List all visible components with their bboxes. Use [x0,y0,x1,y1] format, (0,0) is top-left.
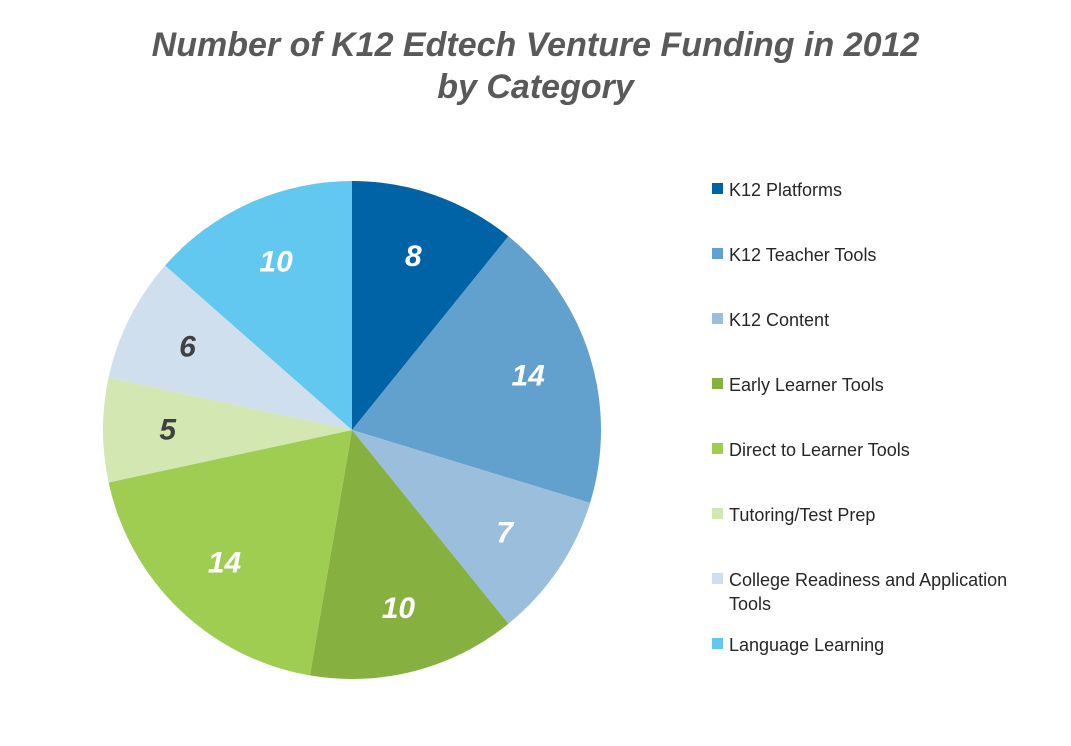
legend-swatch [712,443,723,454]
legend-item: K12 Platforms [712,178,1062,202]
legend-item: K12 Content [712,308,1062,332]
pie-slice-4 [309,430,509,679]
legend-swatch [712,313,723,324]
legend-swatch [712,248,723,259]
legend-item: Language Learning [712,633,1062,657]
pie-slice-6 [102,377,352,483]
legend-item: Early Learner Tools [712,373,1062,397]
pie-slice-8 [165,181,352,430]
legend-label: K12 Content [729,310,830,330]
pie-slice-1 [352,181,509,430]
legend-item: College Readiness and Application Tools [712,568,1062,616]
pie-slice-5 [108,430,352,676]
legend-item: K12 Teacher Tools [712,243,1062,267]
legend-label: Direct to Learner Tools [729,440,910,460]
legend-swatch [712,378,723,389]
legend-swatch [712,508,723,519]
pie-slice-7 [108,265,352,430]
pie-slice-label-4: 10 [382,592,416,625]
legend-label: K12 Platforms [729,180,843,200]
pie-slice-2 [352,236,601,503]
legend-swatch [712,573,723,584]
legend-label: Tutoring/Test Prep [729,505,876,525]
chart-title-line-2: by Category [437,68,634,106]
legend-label: Language Learning [729,635,885,655]
legend-label: Early Learner Tools [729,375,884,395]
pie-slice-label-2: 14 [511,360,545,393]
legend-item: Tutoring/Test Prep [712,503,1062,527]
chart-title-line-1: Number of K12 Edtech Venture Funding in … [151,26,920,64]
pie-slice-label-7: 6 [179,331,196,364]
pie-slice-3 [352,430,591,624]
chart-title: Number of K12 Edtech Venture Funding in … [0,24,1071,108]
pie-slice-label-8: 10 [259,246,293,279]
legend-item: Direct to Learner Tools [712,438,1062,462]
legend-swatch [712,183,723,194]
legend-swatch [712,638,723,649]
legend-label: K12 Teacher Tools [729,245,877,265]
pie-slice-label-6: 5 [159,414,177,447]
pie-slice-label-1: 8 [405,240,422,273]
pie-slice-label-3: 7 [496,517,514,550]
pie-slice-label-5: 14 [208,547,242,580]
legend-label: College Readiness and Application Tools [729,570,1008,614]
